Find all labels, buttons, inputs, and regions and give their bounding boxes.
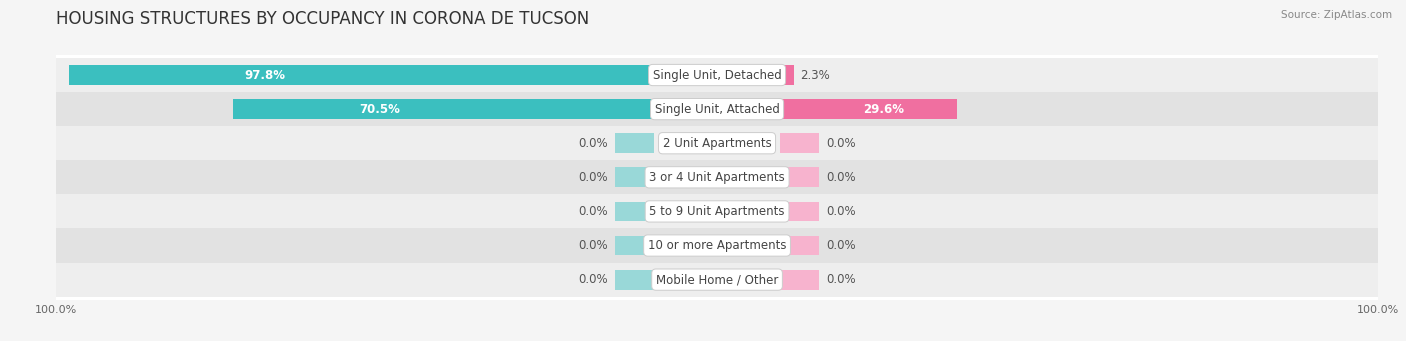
Bar [780, 65, 793, 85]
Text: 0.0%: 0.0% [578, 171, 607, 184]
Bar [56, 194, 1378, 228]
Bar [780, 99, 957, 119]
Text: 0.0%: 0.0% [578, 273, 607, 286]
Text: 29.6%: 29.6% [863, 103, 904, 116]
Text: 0.0%: 0.0% [578, 137, 607, 150]
Bar [614, 133, 654, 153]
Bar [69, 65, 654, 85]
Text: 0.0%: 0.0% [578, 239, 607, 252]
Bar [780, 133, 820, 153]
Bar [232, 99, 654, 119]
Text: 0.0%: 0.0% [827, 171, 856, 184]
Bar [56, 228, 1378, 263]
Text: Source: ZipAtlas.com: Source: ZipAtlas.com [1281, 10, 1392, 20]
Bar [614, 270, 654, 290]
Bar [614, 236, 654, 255]
Legend: Owner-occupied, Renter-occupied: Owner-occupied, Renter-occupied [586, 340, 848, 341]
Bar [780, 270, 820, 290]
Bar [56, 58, 1378, 92]
Text: 0.0%: 0.0% [827, 205, 856, 218]
Text: 0.0%: 0.0% [827, 273, 856, 286]
Text: 2 Unit Apartments: 2 Unit Apartments [662, 137, 772, 150]
Text: 0.0%: 0.0% [827, 137, 856, 150]
Text: 3 or 4 Unit Apartments: 3 or 4 Unit Apartments [650, 171, 785, 184]
Text: 2.3%: 2.3% [800, 69, 830, 81]
Bar [56, 263, 1378, 297]
Bar [780, 202, 820, 221]
Text: 70.5%: 70.5% [359, 103, 401, 116]
Bar [780, 236, 820, 255]
Bar [56, 92, 1378, 126]
Bar [780, 167, 820, 187]
Bar [56, 126, 1378, 160]
Text: Mobile Home / Other: Mobile Home / Other [655, 273, 779, 286]
Bar [614, 167, 654, 187]
Bar [614, 202, 654, 221]
Text: Single Unit, Detached: Single Unit, Detached [652, 69, 782, 81]
Text: 10 or more Apartments: 10 or more Apartments [648, 239, 786, 252]
Text: 5 to 9 Unit Apartments: 5 to 9 Unit Apartments [650, 205, 785, 218]
Text: Single Unit, Attached: Single Unit, Attached [655, 103, 779, 116]
Text: HOUSING STRUCTURES BY OCCUPANCY IN CORONA DE TUCSON: HOUSING STRUCTURES BY OCCUPANCY IN CORON… [56, 10, 589, 28]
Bar [56, 160, 1378, 194]
Text: 0.0%: 0.0% [578, 205, 607, 218]
Text: 97.8%: 97.8% [245, 69, 285, 81]
Text: 0.0%: 0.0% [827, 239, 856, 252]
